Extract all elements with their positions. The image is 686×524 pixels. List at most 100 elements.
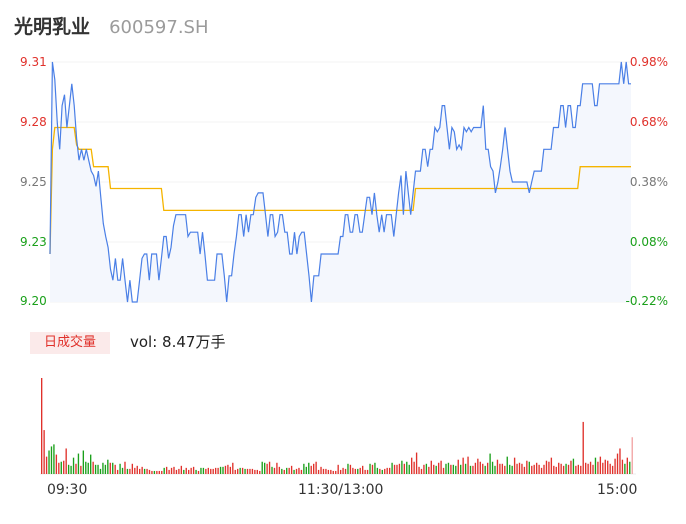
volume-bar [153,470,156,474]
volume-bar [60,461,62,474]
volume-bar [469,465,472,474]
volume-bar [134,467,136,474]
volume-bar [391,462,393,474]
y-left-tick-4: 9.23 [20,235,47,249]
volume-bar [418,466,420,474]
volume-bar [136,465,138,474]
volume-bar [548,461,550,474]
volume-bar [58,462,60,474]
volume-bar [322,468,325,474]
volume-bar [484,465,486,474]
volume-bar [499,463,501,474]
volume-bar [325,468,327,474]
volume-bar [366,469,369,474]
volume-bar [452,464,455,474]
volume-bar [259,470,261,474]
x-tick-close: 15:00 [597,482,638,498]
volume-bar [504,465,506,474]
volume-bar [467,456,469,474]
volume-bar [369,463,371,474]
volume-bar [562,465,565,474]
stock-header: 光明乳业 600597.SH [14,12,209,40]
volume-bar [491,461,494,474]
volume-bar [489,453,491,474]
volume-bar [202,467,205,474]
volume-bar [509,464,511,474]
stock-name: 光明乳业 [14,16,91,38]
volume-bar [99,468,102,474]
volume-bar [234,469,236,474]
volume-bar [621,459,624,474]
volume-bar [229,466,232,474]
volume-bar [594,457,597,474]
volume-bar [158,470,160,474]
volume-bar [53,444,55,474]
volume-bar [430,460,432,474]
volume-bar [121,467,124,474]
volume-bar [131,463,134,474]
volume-bar [87,462,89,474]
volume-bar [188,469,190,474]
volume-bar [386,467,388,474]
volume-bar [80,465,82,474]
volume-bar [384,468,386,474]
volume-bar [278,466,281,474]
volume-bar [611,465,614,474]
volume-bar [376,467,379,474]
volume-bar [116,469,119,474]
volume-bar [268,461,271,474]
volume-bar [178,468,180,474]
stock-code: 600597.SH [109,17,209,38]
volume-bar [295,468,298,474]
volume-bar [607,460,609,474]
volume-bar [146,468,148,474]
volume-bar [558,462,560,474]
volume-bar [425,463,428,474]
volume-bar [214,467,217,474]
volume-bar [460,464,462,474]
volume-bar [97,464,99,474]
y-right-tick-1: 0.98% [629,55,668,69]
volume-bar [403,463,406,474]
volume-bar [263,462,266,474]
volume-bar [92,461,94,474]
volume-bar [347,463,349,474]
volume-bar [77,453,80,474]
volume-bar [437,462,440,474]
volume-bar [614,458,616,474]
volume-bar [518,462,521,474]
volume-bar [401,460,403,474]
volume-bar [107,459,109,474]
volume-bar [320,466,322,474]
volume-bar [589,461,592,474]
volume-bar [90,454,92,474]
volume-bar [126,468,129,474]
volume-bar [192,466,195,474]
volume-bar [624,463,626,474]
y-left-tick-2: 9.28 [20,115,47,129]
volume-bar [433,464,435,474]
volume-bar [354,468,356,474]
volume-bar [450,464,452,474]
volume-bar [313,463,315,474]
volume-bar [423,464,425,474]
volume-bar [283,469,285,474]
volume-bar [584,462,587,474]
volume-bar [553,465,555,474]
volume-bar [41,378,43,474]
volume-bar [337,464,339,474]
volume-bar [163,467,165,474]
y-right-tick-4: 0.08% [629,235,668,249]
volume-bar [474,462,477,474]
volume-bar [486,462,489,474]
volume-bar [631,437,633,474]
volume-bar [290,465,293,474]
volume-bar [560,463,562,474]
volume-bar [428,466,430,474]
volume-bar [445,463,447,474]
volume-bar [435,465,437,474]
volume-bar [472,465,474,474]
volume-bar [232,462,234,474]
volume-bar [212,468,214,474]
volume-bar [45,456,48,474]
